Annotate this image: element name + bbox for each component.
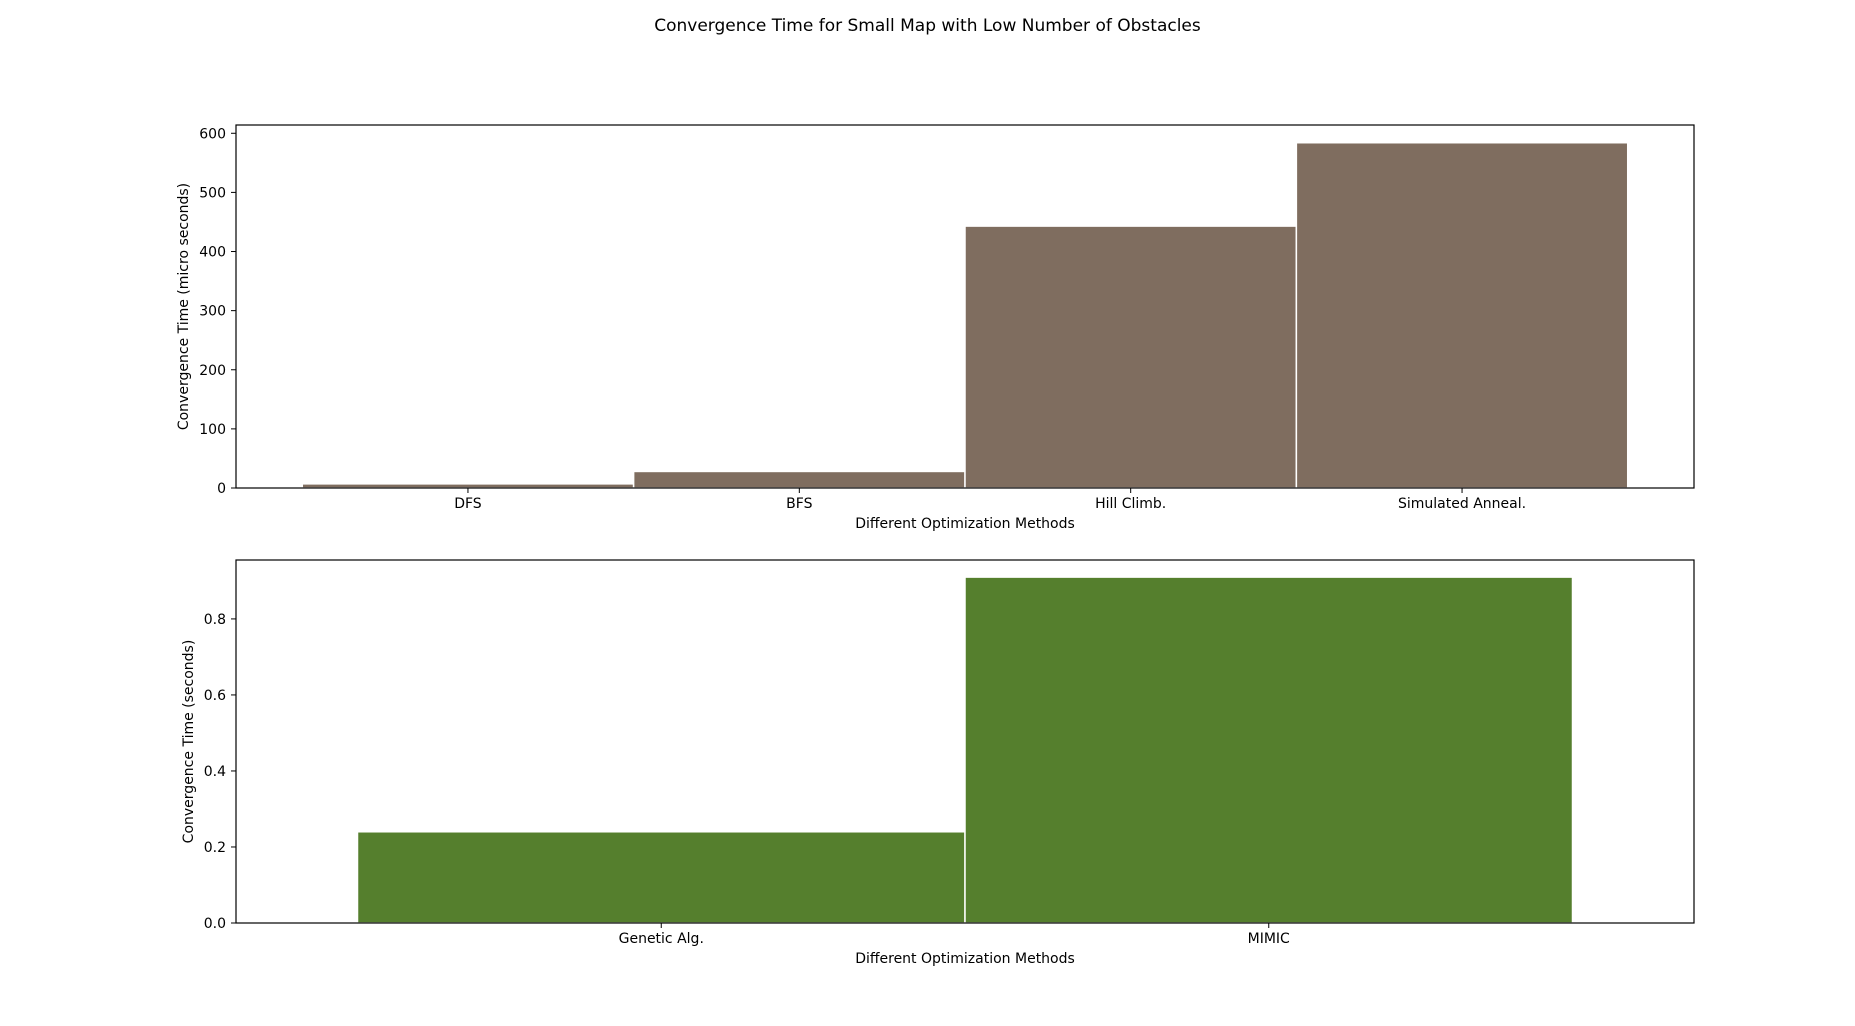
y-tick-label: 400 [199,245,226,261]
y-tick-label: 0.6 [204,688,226,704]
x-tick-label: DFS [454,496,482,512]
figure-title: Convergence Time for Small Map with Low … [654,16,1201,36]
y-tick-label: 600 [199,126,226,142]
x-tick-label: Simulated Anneal. [1398,496,1526,512]
y-tick-label: 0 [217,481,226,497]
axes-frame-2 [235,559,1695,924]
x-tick-label: Genetic Alg. [619,931,704,947]
y-axis-label: Convergence Time (micro seconds) [176,183,192,430]
bar-genetic-alg [356,831,966,924]
x-tick-label: BFS [786,496,812,512]
y-tick-label: 500 [199,185,226,201]
y-tick-label: 200 [199,363,226,379]
x-tick-label: MIMIC [1248,931,1290,947]
bar-mimic [964,576,1574,924]
axes-frame-1 [235,124,1695,489]
x-axis-label: Different Optimization Methods [855,516,1075,532]
bar-simulated-anneal [1295,141,1629,489]
bar-bfs [632,470,966,489]
y-tick-label: 100 [199,422,226,438]
x-tick-label: Hill Climb. [1095,496,1166,512]
y-tick-label: 0.4 [204,764,226,780]
y-axis-label: Convergence Time (seconds) [181,640,197,844]
y-tick-label: 0.0 [204,916,226,932]
bar-dfs [301,483,635,489]
y-tick-label: 0.2 [204,840,226,856]
y-tick-label: 300 [199,304,226,320]
y-tick-label: 0.8 [204,612,226,628]
bar-hill-climb [964,225,1298,489]
x-axis-label: Different Optimization Methods [855,951,1075,967]
